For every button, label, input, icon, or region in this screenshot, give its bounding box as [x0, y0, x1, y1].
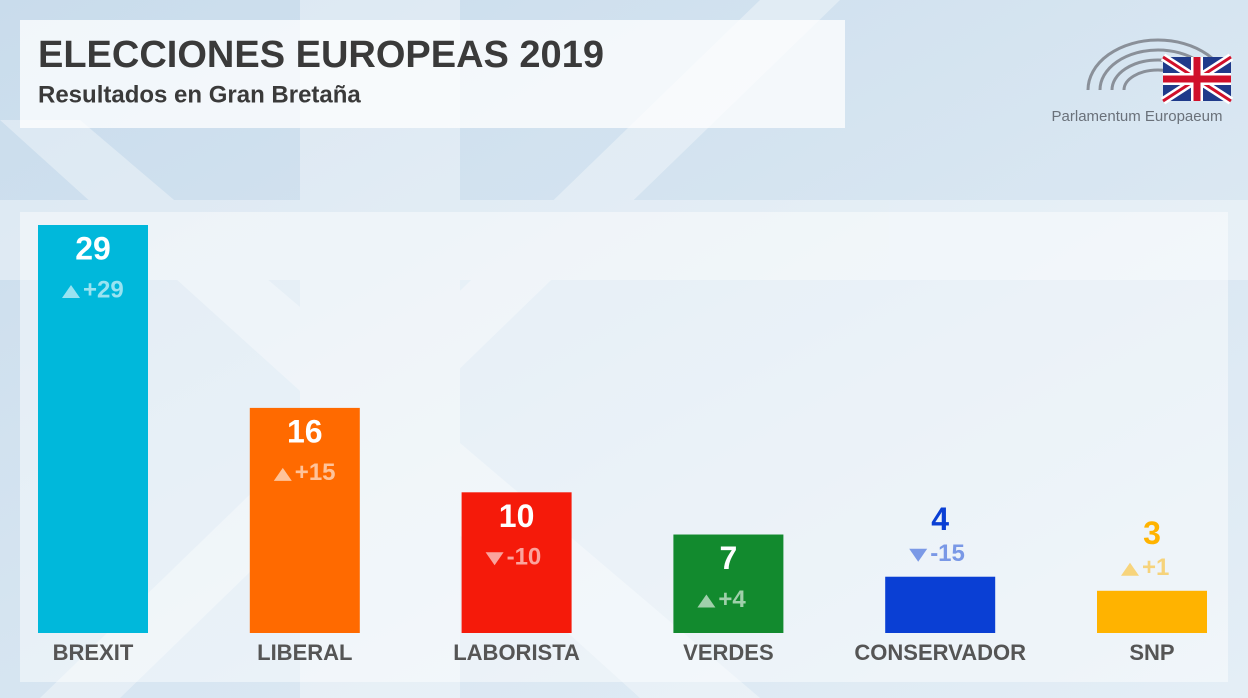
chart-title: ELECCIONES EUROPEAS 2019 [38, 34, 604, 76]
value-label: 29 [75, 230, 111, 266]
x-tick-label: BREXIT [53, 640, 134, 665]
up-arrow [697, 594, 716, 608]
logo: Parlamentum Europaeum [1052, 38, 1234, 125]
bar [249, 407, 360, 633]
change-label: +4 [718, 586, 746, 613]
value-label: 7 [720, 540, 738, 576]
bar [461, 492, 572, 633]
change-label: -10 [507, 544, 542, 571]
plot-panel [20, 212, 1228, 682]
change-label: -15 [930, 540, 965, 567]
x-tick-label: SNP [1129, 640, 1174, 665]
logo-text: Parlamentum Europaeum [1052, 108, 1223, 125]
x-tick-label: VERDES [683, 640, 773, 665]
value-label: 4 [931, 501, 949, 537]
x-tick-label: CONSERVADOR [854, 640, 1026, 665]
x-tick-label: LIBERAL [257, 640, 352, 665]
value-label: 10 [499, 498, 535, 534]
bar [673, 534, 784, 633]
bar [1097, 590, 1207, 633]
change-label: +1 [1142, 554, 1169, 581]
chart-subtitle: Resultados en Gran Bretaña [38, 81, 361, 108]
value-label: 16 [287, 413, 323, 449]
change-label: +29 [83, 276, 124, 303]
bar [38, 225, 148, 633]
up-arrow [62, 285, 80, 298]
up-arrow [1121, 562, 1139, 576]
down-arrow [909, 548, 928, 562]
x-tick-label: LABORISTA [453, 640, 580, 665]
up-arrow [273, 467, 292, 481]
down-arrow [485, 552, 504, 566]
value-label: 3 [1143, 515, 1161, 551]
change-label: +15 [295, 459, 336, 486]
header-box [20, 20, 845, 128]
bar [885, 576, 996, 633]
